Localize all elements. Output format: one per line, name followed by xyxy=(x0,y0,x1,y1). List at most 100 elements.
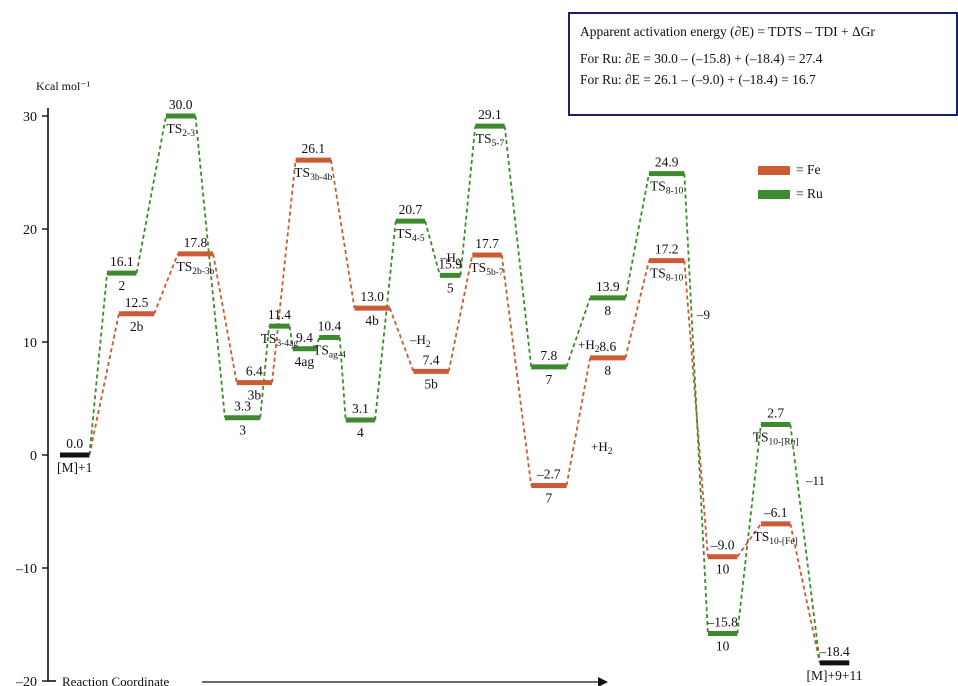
energy-value-label: –6.1 xyxy=(763,505,788,520)
species-label: 8 xyxy=(604,303,611,318)
fe-connector xyxy=(88,313,120,456)
energy-value-label: 12.5 xyxy=(125,295,149,310)
species-label: 5b xyxy=(424,376,438,391)
y-tick-label: 20 xyxy=(23,223,37,238)
energy-value-label: –2.7 xyxy=(536,467,561,482)
x-axis-arrow-head xyxy=(598,677,608,686)
fe-connector xyxy=(212,253,238,383)
energy-value-label: 17.2 xyxy=(655,242,679,257)
energy-value-label: 0.0 xyxy=(66,436,83,451)
y-tick-label: –20 xyxy=(15,675,37,686)
species-label: TS5-7 xyxy=(476,131,505,149)
ru-connector xyxy=(259,326,270,418)
reaction-annotation: –11 xyxy=(805,473,825,488)
ru-connector xyxy=(135,115,167,274)
legend-item-fe: = Fe xyxy=(758,158,823,182)
species-label: 2 xyxy=(118,278,125,293)
energy-value-label: 17.7 xyxy=(475,236,499,251)
axis-layer: –20 –10 0 10 20 30 Kcal mol⁻¹ Reaction Coordina… xyxy=(15,79,608,686)
energy-value-label: 3.1 xyxy=(352,401,369,416)
energy-value-label: 7.8 xyxy=(540,348,557,363)
species-label: 10 xyxy=(716,562,730,577)
activation-energy-definition: Apparent activation energy (∂E) = TDTS –… xyxy=(580,24,875,39)
energy-value-label: 15.9 xyxy=(438,256,462,271)
energy-value-label: 29.1 xyxy=(478,107,502,122)
species-label: 4ag xyxy=(295,354,315,369)
energy-value-label: 16.1 xyxy=(110,254,134,269)
energy-value-label: 20.7 xyxy=(399,202,423,217)
ru-connector xyxy=(194,115,226,418)
species-label: TS2b-3b xyxy=(177,259,215,277)
reaction-annotation: –H2 xyxy=(439,250,461,268)
energy-value-label: 10.4 xyxy=(318,318,342,333)
energy-value-label: 24.9 xyxy=(655,155,679,170)
species-label: TS8-10 xyxy=(650,179,683,197)
species-label: TS5b-7 xyxy=(470,260,503,278)
reaction-annotation: –9 xyxy=(696,307,710,322)
legend-swatch-fe xyxy=(758,165,790,175)
ru-connector xyxy=(503,126,533,367)
ru-connector xyxy=(424,220,441,276)
species-label: 8 xyxy=(604,363,611,378)
fe-connector xyxy=(447,254,474,372)
label-layer: 0.0 [M]+1 12.5 2b 17.8 TS2b-3b 6.4 3b 26.1 TS3b-4… xyxy=(57,97,862,683)
species-label: 4 xyxy=(357,425,364,440)
species-label: TS3-4ag xyxy=(261,331,299,349)
species-label: 3 xyxy=(239,423,246,438)
fe-connector xyxy=(565,357,591,486)
energy-value-label: 13.0 xyxy=(360,289,384,304)
energy-value-label: –18.4 xyxy=(818,644,850,659)
species-label: TS3b-4b xyxy=(294,165,332,183)
fe-connector xyxy=(789,523,821,664)
species-label: TS10-[Fe] xyxy=(754,529,798,547)
reaction-annotation: +H2 xyxy=(578,337,600,355)
connector-layer xyxy=(88,115,821,664)
ru-connector xyxy=(789,424,821,664)
energy-value-label: –15.8 xyxy=(706,615,738,630)
ru-connector xyxy=(736,424,762,634)
ru-connector xyxy=(88,272,109,456)
fe-connector xyxy=(683,260,709,557)
y-tick-label: 0 xyxy=(30,449,37,464)
species-label: TS2-3 xyxy=(167,121,196,139)
species-label: 3b xyxy=(248,388,262,403)
ru-connector xyxy=(288,326,294,349)
energy-value-label: 3.3 xyxy=(234,399,251,414)
species-label: TSag-4 xyxy=(313,342,346,360)
species-label: 10 xyxy=(716,639,730,654)
y-tick-label: 30 xyxy=(23,110,37,125)
fe-connector xyxy=(153,253,179,315)
energy-value-label: 9.4 xyxy=(296,330,313,345)
energy-value-label: 8.6 xyxy=(599,339,616,354)
species-label: 4b xyxy=(365,313,379,328)
ru-activation-calc-2: For Ru: ∂E = 26.1 – (–9.0) + (–18.4) = 1… xyxy=(580,71,816,87)
species-label: 7 xyxy=(545,491,552,506)
species-label: [M]+9+11 xyxy=(807,668,863,683)
legend-label-fe: = Fe xyxy=(796,162,821,177)
fe-connector xyxy=(388,307,415,372)
y-tick-label: –10 xyxy=(15,562,37,577)
y-tick-label: 10 xyxy=(23,336,37,351)
energy-value-label: 17.8 xyxy=(184,235,208,250)
legend-swatch-ru xyxy=(758,189,790,199)
species-label: TS10-[Ru] xyxy=(753,429,799,447)
ru-connector xyxy=(374,220,397,421)
fe-connector xyxy=(624,260,650,359)
energy-value-label: 7.4 xyxy=(423,352,440,367)
y-axis-title: Kcal mol⁻¹ xyxy=(36,79,91,93)
fe-connector xyxy=(500,254,533,486)
energy-value-label: 26.1 xyxy=(301,141,325,156)
reaction-annotation: –H2 xyxy=(409,332,431,350)
reaction-annotation: +H2 xyxy=(591,439,613,457)
species-label: 7 xyxy=(545,372,552,387)
legend-label-ru: = Ru xyxy=(796,186,823,201)
legend-item-ru: = Ru xyxy=(758,182,823,206)
species-label: 5 xyxy=(447,280,454,295)
ru-connector xyxy=(624,173,650,299)
energy-value-label: 6.4 xyxy=(246,364,263,379)
species-label: [M]+1 xyxy=(57,460,92,475)
fe-connector xyxy=(330,159,356,309)
energy-value-label: 30.0 xyxy=(169,97,193,112)
species-label: TS4-5 xyxy=(396,226,425,244)
